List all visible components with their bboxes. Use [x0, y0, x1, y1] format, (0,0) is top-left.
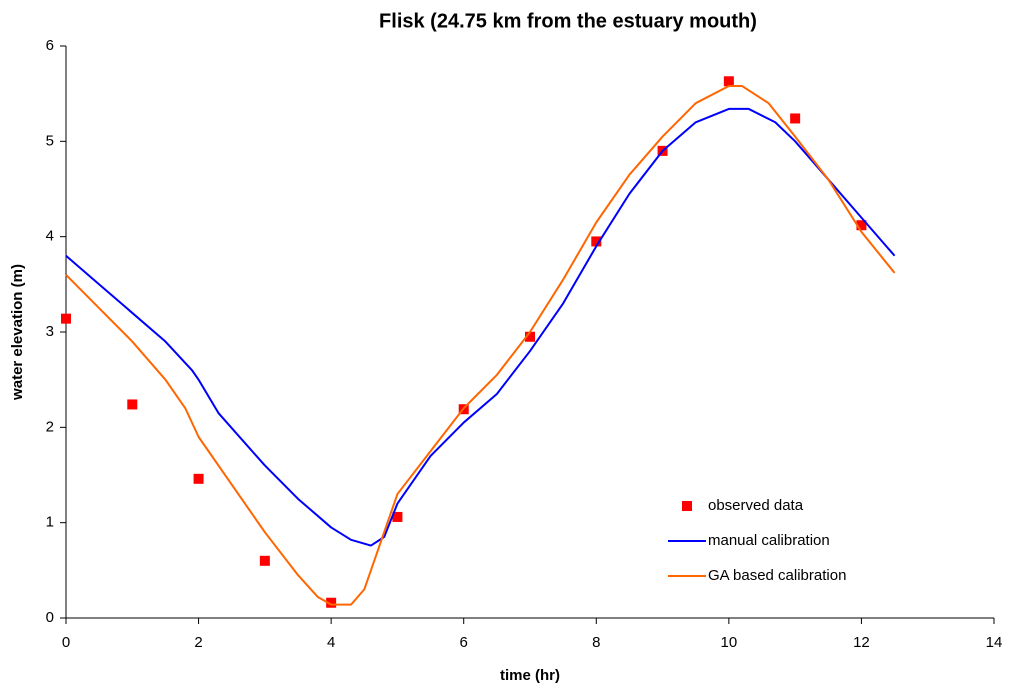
- x-tick-label: 8: [592, 634, 600, 651]
- y-tick-label: 6: [46, 37, 54, 54]
- chart-title: Flisk (24.75 km from the estuary mouth): [379, 10, 757, 32]
- data-point: [525, 331, 535, 342]
- data-point: [193, 473, 204, 484]
- x-tick-label: 12: [853, 634, 870, 651]
- series-line: [65, 107, 896, 547]
- data-point: [259, 555, 270, 566]
- x-tick-label: 4: [327, 634, 335, 651]
- legend-swatch: [682, 501, 692, 511]
- data-point: [856, 220, 867, 231]
- y-axis-title: water elevation (m): [9, 264, 26, 401]
- x-tick-label: 2: [194, 634, 202, 651]
- data-point: [392, 511, 403, 522]
- x-tick-label: 14: [986, 634, 1003, 651]
- x-tick-label: 0: [62, 634, 70, 651]
- data-point: [790, 113, 801, 124]
- legend-label: manual calibration: [708, 532, 830, 549]
- x-axis-title: time (hr): [500, 667, 560, 684]
- y-tick-label: 1: [46, 514, 54, 531]
- y-tick-label: 3: [46, 323, 54, 340]
- data-point: [723, 76, 734, 87]
- data-point: [61, 313, 71, 324]
- legend-label: GA based calibration: [708, 567, 846, 584]
- x-tick-label: 10: [721, 634, 738, 651]
- legend-label: observed data: [708, 497, 804, 514]
- y-tick-label: 4: [46, 228, 54, 245]
- series-line: [65, 85, 896, 606]
- data-point: [326, 597, 337, 608]
- data-point: [127, 399, 138, 410]
- x-tick-label: 6: [460, 634, 468, 651]
- data-point: [591, 236, 602, 247]
- y-tick-label: 5: [46, 132, 54, 149]
- y-tick-label: 0: [46, 609, 54, 626]
- y-tick-label: 2: [46, 418, 54, 435]
